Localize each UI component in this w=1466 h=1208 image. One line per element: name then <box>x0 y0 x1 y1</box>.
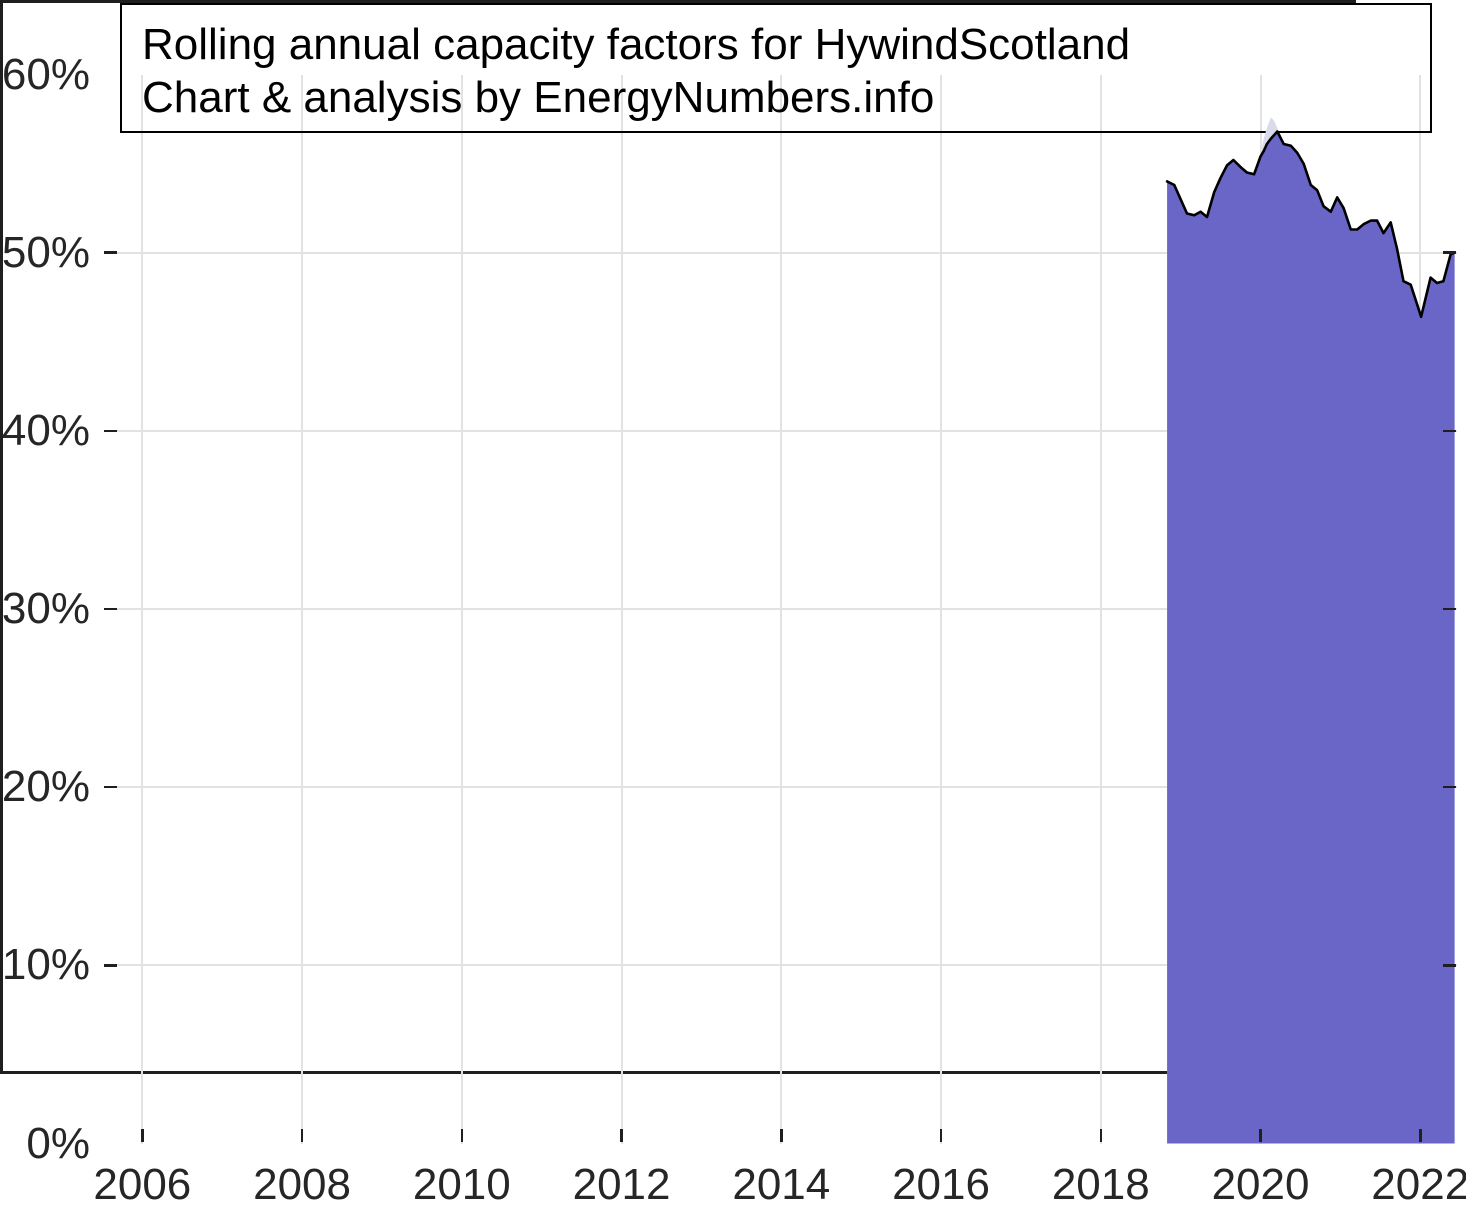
v-gridline <box>460 74 463 1144</box>
plot-border-left <box>0 0 3 1071</box>
plot-border-top <box>0 1071 1356 1074</box>
v-gridline <box>620 74 623 1144</box>
chart-subtitle: Chart & analysis by EnergyNumbers.info <box>142 73 935 122</box>
v-gridline <box>141 74 144 1144</box>
v-gridline <box>940 74 943 1144</box>
v-gridline <box>780 74 783 1144</box>
v-gridline <box>301 74 304 1144</box>
v-gridline <box>1259 74 1262 1144</box>
chart-title: Rolling annual capacity factors for Hywi… <box>142 20 1131 69</box>
chart-title-box: Rolling annual capacity factors for Hywi… <box>120 3 1432 133</box>
v-gridline <box>1099 74 1102 1144</box>
v-gridline <box>1419 74 1422 1144</box>
